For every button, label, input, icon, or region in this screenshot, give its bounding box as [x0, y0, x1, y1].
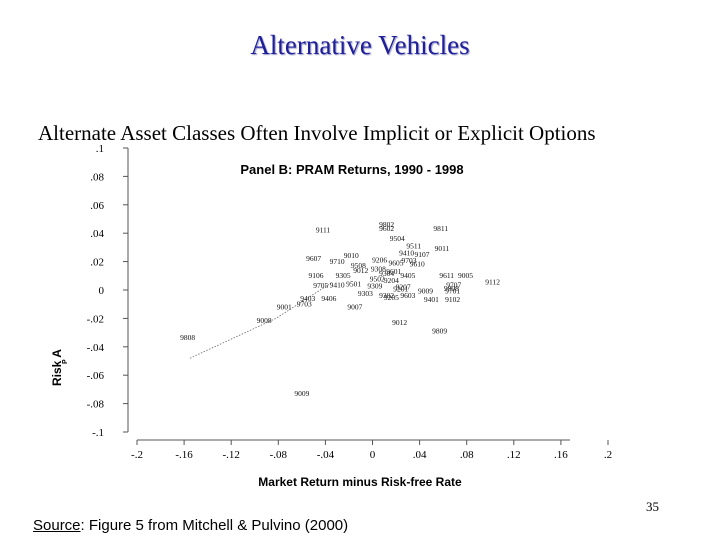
data-point-label: 9010 — [344, 251, 359, 260]
data-point-label: 9112 — [485, 277, 500, 286]
data-point-label: 9703 — [402, 256, 417, 265]
data-point-label: 9308 — [371, 265, 386, 274]
slide-title: Alternative Vehicles — [250, 30, 470, 60]
y-tick-label: .08 — [90, 171, 104, 183]
data-point-label: 9607 — [306, 254, 321, 263]
y-axis-label: Risk A — [50, 349, 64, 386]
data-point-label: 9809 — [432, 326, 447, 335]
data-point-label: 9012 — [353, 266, 368, 275]
x-tick-label: -.2 — [131, 449, 143, 461]
data-point-label: 9501 — [346, 280, 361, 289]
data-point-label: 9603 — [400, 291, 415, 300]
data-point-label: 9605 — [389, 258, 404, 267]
y-tick-label: -.06 — [87, 370, 105, 382]
data-point-label: 9405 — [400, 271, 415, 280]
data-point-label: 9107 — [414, 250, 429, 259]
data-point-label: 9205 — [384, 293, 399, 302]
x-tick-label: .12 — [507, 449, 521, 461]
slide-number: 35 — [646, 499, 659, 514]
data-point-label: 9511 — [406, 241, 421, 250]
x-tick-label: .2 — [604, 449, 612, 461]
y-axis-ticks: .1 .08 .06 .04 .02 0 -.02 -.04 -.06 -.08 -.1 — [87, 143, 128, 439]
data-point-label: 9001 — [277, 302, 292, 311]
chart-title: Panel B: PRAM Returns, 1990 - 1998 — [240, 162, 463, 177]
data-point-label: 9303 — [358, 289, 373, 298]
x-tick-label: 0 — [370, 449, 376, 461]
data-point-label: 9201 — [393, 285, 408, 294]
data-point-label: 9009 — [294, 389, 309, 398]
x-tick-label: .16 — [554, 449, 568, 461]
data-point-label: 9808 — [444, 284, 459, 293]
data-point-label: 9309 — [367, 282, 382, 291]
data-point-label: 9106 — [308, 271, 323, 280]
source-label: Source — [33, 517, 81, 534]
data-point-label: 9011 — [435, 244, 450, 253]
y-tick-label: -.08 — [87, 399, 105, 411]
data-point-label: 9502 — [370, 275, 385, 284]
y-tick-label: -.04 — [87, 342, 105, 354]
data-point-label: 9808 — [180, 333, 195, 342]
y-tick-label: -.02 — [87, 313, 104, 325]
data-point-label: 9406 — [321, 294, 336, 303]
y-tick-label: 0 — [99, 285, 105, 297]
data-point-label: 9710 — [330, 257, 345, 266]
data-point-label: 9403 — [300, 294, 315, 303]
data-point-label: 9602 — [379, 224, 394, 233]
data-point-label: 9206 — [372, 255, 387, 264]
data-point-label: 9305 — [336, 271, 351, 280]
data-point-label: 9401 — [424, 295, 439, 304]
x-tick-label: -.16 — [175, 449, 193, 461]
x-tick-label: -.04 — [317, 449, 335, 461]
x-tick-label: -.08 — [270, 449, 288, 461]
data-point-label: 9610 — [410, 260, 425, 269]
y-tick-label: .06 — [90, 200, 104, 212]
data-point-label: 9705 — [313, 281, 328, 290]
data-point-label: 9701 — [445, 287, 460, 296]
data-point-label: 9102 — [445, 295, 460, 304]
source-citation: Source: Figure 5 from Mitchell & Pulvino… — [33, 517, 348, 534]
data-point-label: 9611 — [439, 271, 454, 280]
x-axis-ticks: -.2 -.16 -.12 -.08 -.04 0 .04 .08 .12 .16 .2 — [131, 440, 612, 461]
data-point-label: 9204 — [384, 276, 399, 285]
data-point-label: 9802 — [379, 220, 394, 229]
x-tick-label: -.12 — [222, 449, 239, 461]
data-point-label: 9304 — [379, 269, 394, 278]
data-point-label: 9007 — [347, 302, 362, 311]
data-point-label: 9302 — [379, 291, 394, 300]
source-text: : Figure 5 from Mitchell & Pulvino (2000… — [80, 517, 349, 534]
data-point-label: 9207 — [396, 282, 411, 291]
data-point-label: 9811 — [433, 224, 448, 233]
x-tick-label: .08 — [460, 449, 474, 461]
y-tick-label: .1 — [96, 143, 104, 155]
y-tick-label: .04 — [90, 228, 104, 240]
data-point-label: 9008 — [257, 316, 272, 325]
data-point-label: 9410 — [399, 248, 414, 257]
data-point-label: 9707 — [446, 280, 461, 289]
y-tick-label: -.1 — [92, 427, 104, 439]
data-point-label: 9703 — [297, 299, 312, 308]
data-point-label: 9508 — [351, 261, 366, 270]
data-point-label: 9111 — [316, 226, 331, 235]
y-axis-label-group: Risk A P — [50, 349, 69, 386]
x-axis-label: Market Return minus Risk-free Rate — [258, 475, 462, 489]
x-tick-label: .04 — [413, 449, 427, 461]
data-point-label: 9012 — [392, 318, 407, 327]
data-point-label: 9410 — [330, 280, 345, 289]
data-point-label: 9601 — [386, 267, 401, 276]
fit-line — [189, 282, 332, 359]
y-axis-label-subscript: P — [62, 359, 69, 364]
data-point-label: 9005 — [458, 271, 473, 280]
slide-subtitle: Alternate Asset Classes Often Involve Im… — [38, 121, 596, 145]
y-tick-label: .02 — [90, 257, 104, 269]
data-point-label: 9009 — [418, 287, 433, 296]
data-point-label: 9504 — [390, 234, 405, 243]
